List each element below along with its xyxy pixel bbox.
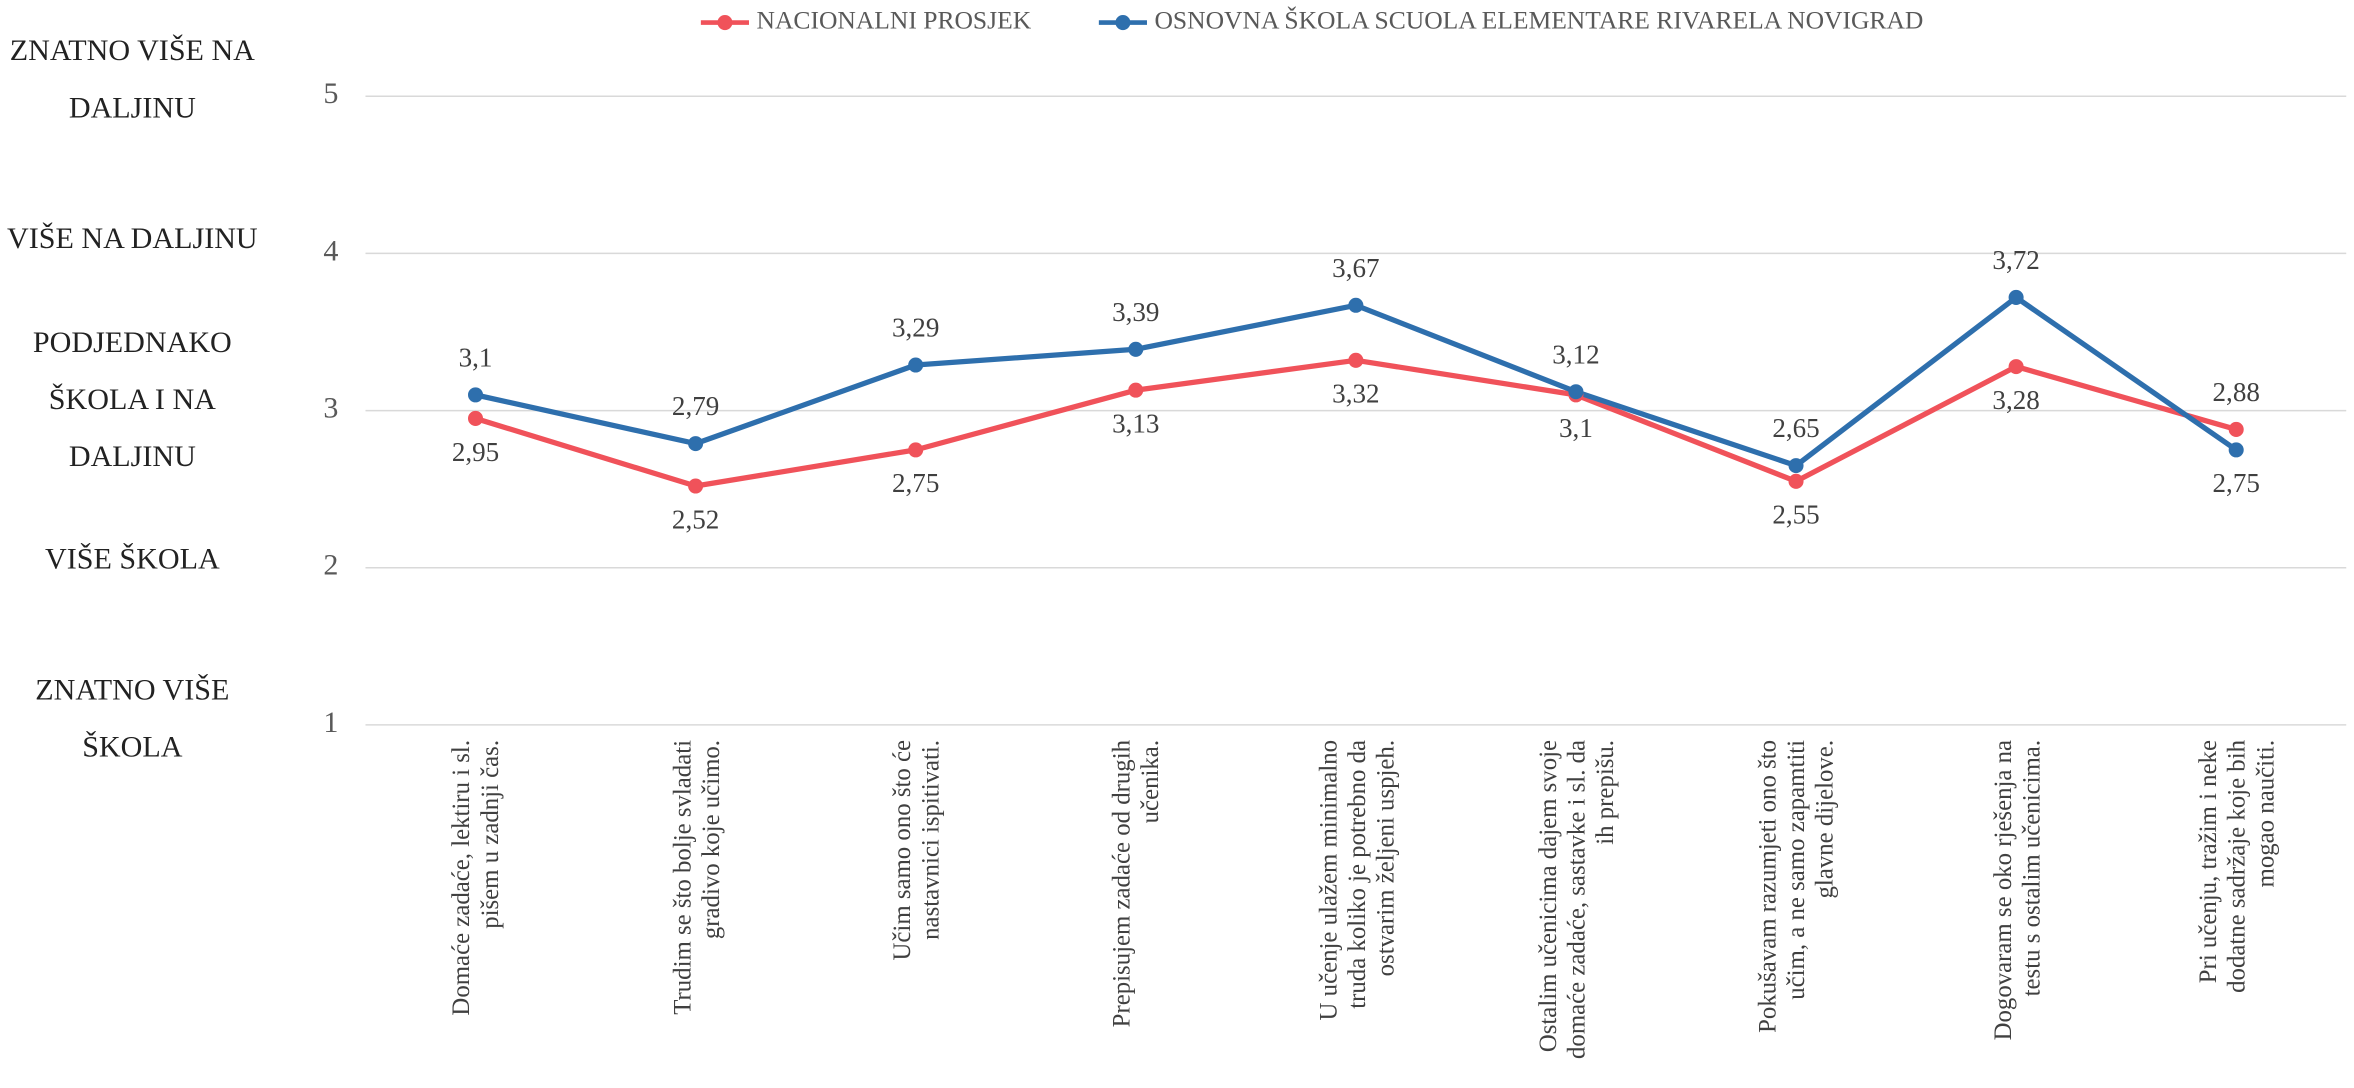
data-point [1788, 458, 1804, 474]
data-point [2008, 359, 2024, 375]
data-point [688, 436, 704, 452]
legend-marker [1115, 15, 1131, 31]
data-label: 2,79 [672, 391, 719, 421]
x-tick-label: Pokušavam razumjeti ono što učim, a ne s… [1753, 739, 1839, 1033]
scale-label: PODJEDNAKO ŠKOLA I NA DALJINU [32, 325, 232, 474]
data-label: 3,72 [1992, 245, 2039, 275]
legend-marker [717, 15, 733, 31]
scale-label: ZNATNO VIŠE ŠKOLA [35, 674, 230, 765]
y-tick-label: 5 [323, 76, 338, 110]
data-label: 3,1 [1559, 413, 1593, 443]
data-point [2228, 421, 2244, 437]
y-tick-label: 3 [323, 390, 338, 424]
data-label: 3,39 [1112, 297, 1159, 327]
data-point [908, 357, 924, 373]
y-tick-label: 1 [323, 705, 338, 739]
x-tick-label: Dogovaram se oko rješenja na testu s ost… [1987, 739, 2045, 1041]
data-label: 3,32 [1332, 379, 1379, 409]
y-tick-label: 4 [323, 233, 338, 267]
data-label: 3,1 [459, 343, 493, 373]
data-label: 3,12 [1552, 339, 1599, 369]
data-point [1348, 352, 1364, 368]
scale-label: VIŠE ŠKOLA [45, 542, 220, 576]
x-tick-label: Učim samo ono što će nastavnici ispitiva… [887, 739, 945, 961]
x-tick-label: Prepisujem zadaće od drugih učenika. [1107, 739, 1165, 1028]
legend-label: NACIONALNI PROSJEK [757, 5, 1032, 34]
data-point [2228, 442, 2244, 458]
data-point [1348, 297, 1364, 313]
data-label: 3,13 [1112, 408, 1159, 438]
x-tick-label: Pri učenju, tražim i neke dodatne sadrža… [2193, 739, 2280, 993]
data-point [1568, 384, 1584, 400]
scale-label: ZNATNO VIŠE NA DALJINU [9, 34, 255, 125]
x-tick-label: Trudim se što bolje svladati gradivo koj… [667, 739, 725, 1015]
data-label: 2,65 [1772, 413, 1819, 443]
data-label: 2,55 [1772, 500, 1819, 530]
legend-label: OSNOVNA ŠKOLA SCUOLA ELEMENTARE RIVARELA… [1154, 5, 1923, 34]
data-label: 2,88 [2213, 377, 2260, 407]
data-label: 3,28 [1992, 385, 2039, 415]
data-label: 2,75 [892, 468, 939, 498]
data-point [2008, 289, 2024, 305]
x-tick-label: U učenje ulažem minimalno truda koliko j… [1312, 739, 1399, 1021]
x-tick-label: Domaće zadaće, lektiru i sl. pišem u zad… [446, 739, 505, 1016]
data-point [908, 442, 924, 458]
data-label: 3,67 [1332, 253, 1379, 283]
data-point [467, 387, 484, 403]
y-tick-label: 2 [323, 548, 338, 582]
x-tick-label: Ostalim učenicima dajem svoje domaće zad… [1533, 739, 1619, 1059]
scale-label: VIŠE NA DALJINU [7, 223, 258, 257]
data-label: 2,75 [2213, 468, 2260, 498]
data-point [1128, 341, 1144, 357]
data-point [688, 478, 704, 494]
data-label: 3,29 [892, 313, 939, 343]
data-label: 2,52 [672, 504, 719, 534]
data-label: 2,95 [452, 437, 499, 467]
data-point [467, 410, 484, 426]
data-point [1788, 473, 1804, 489]
data-point [1128, 382, 1144, 398]
